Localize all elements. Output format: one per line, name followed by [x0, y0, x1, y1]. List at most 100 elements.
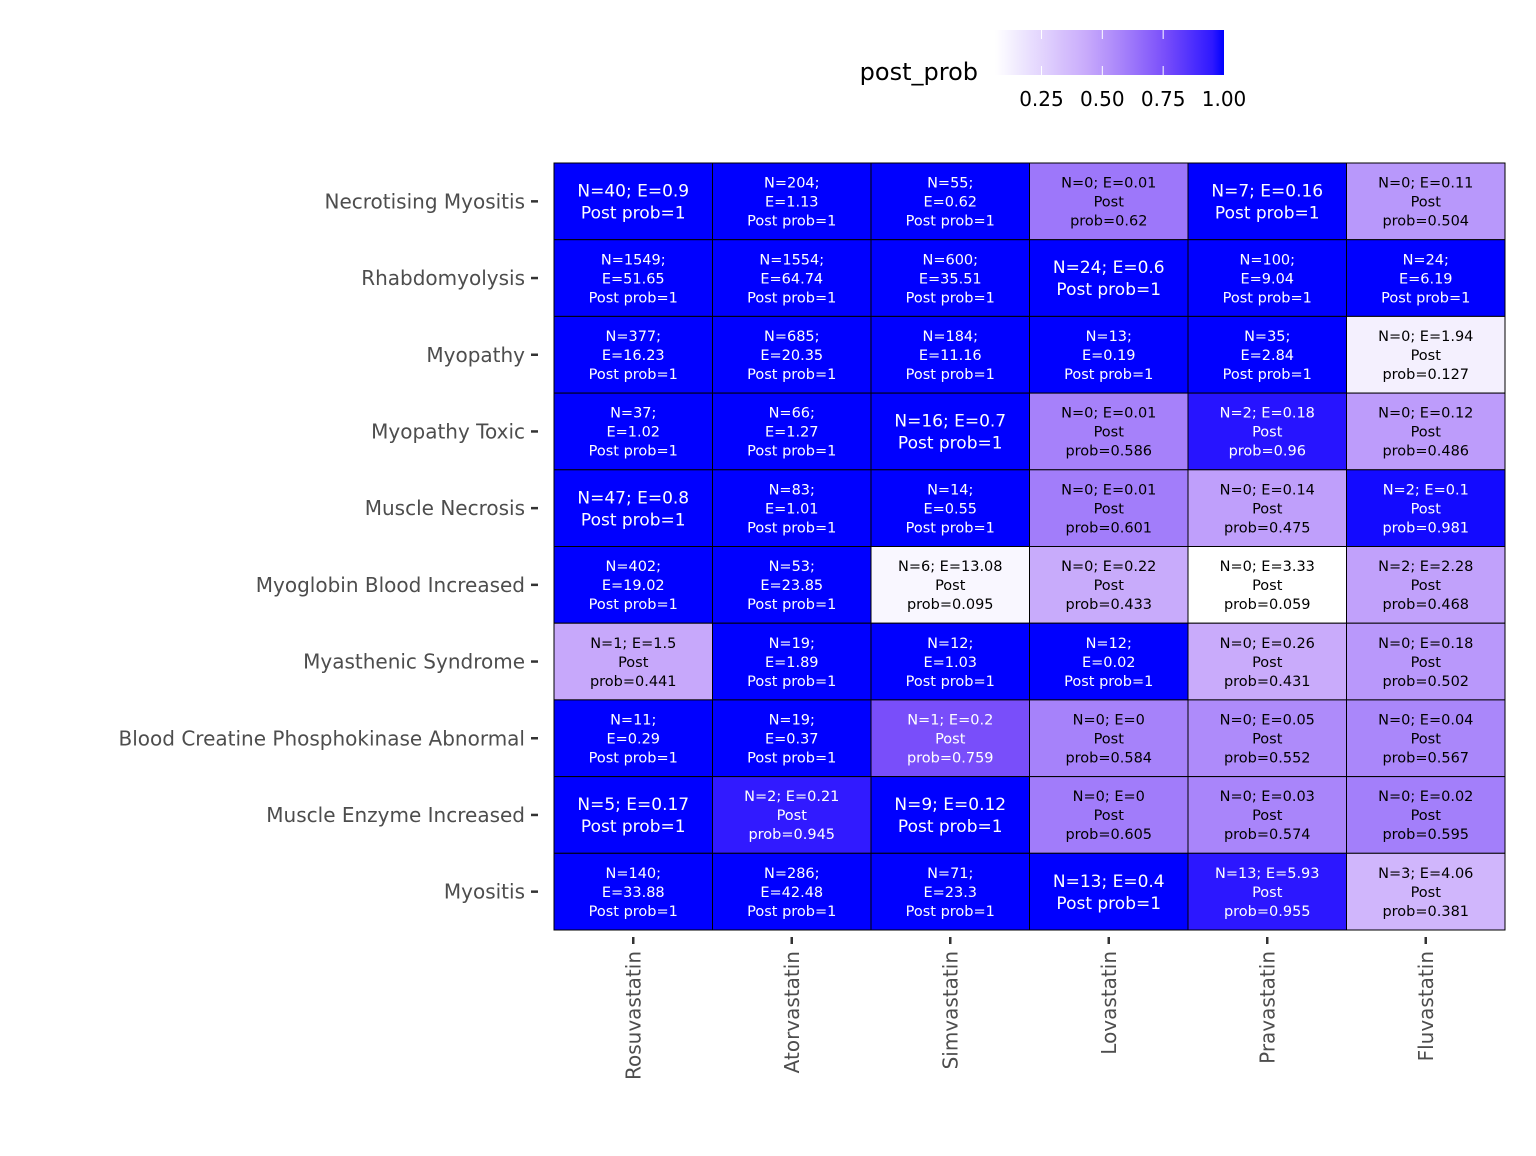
heatmap-cell-label: Post prob=1	[906, 674, 995, 690]
heatmap-cell-label: Post prob=1	[906, 904, 995, 920]
heatmap-cell-label: Post prob=1	[747, 367, 836, 383]
heatmap-cell-label: Post	[1252, 731, 1283, 747]
heatmap-cell: N=0; E=0.14 Post prob=0.475	[1187, 469, 1347, 547]
heatmap-cell-label: N=37;	[610, 406, 656, 422]
heatmap-cell: N=55; E=0.62 Post prob=1	[870, 162, 1030, 241]
heatmap-cell-rect	[1029, 546, 1189, 624]
heatmap-cell-rect	[1346, 469, 1506, 547]
y-tick-label: Myopathy	[426, 343, 525, 367]
heatmap-cell-label: prob=0.486	[1382, 444, 1469, 460]
heatmap-cell-label: E=64.74	[760, 271, 823, 287]
heatmap-cell-label: N=12;	[927, 636, 973, 652]
heatmap-cell-rect	[712, 392, 872, 471]
heatmap-cell-label: prob=0.475	[1224, 520, 1311, 536]
heatmap-cell-label: Post	[1252, 425, 1283, 441]
heatmap-cell-label: E=9.04	[1240, 271, 1294, 287]
heatmap-cell-label: N=2; E=2.28	[1378, 559, 1473, 575]
x-tick-label: Atorvastatin	[780, 951, 804, 1073]
heatmap-cell-label: E=23.85	[760, 578, 823, 594]
heatmap-cell-rect	[870, 546, 1030, 624]
heatmap-cell-label: N=402;	[605, 559, 661, 575]
legend-tick-label: 1.00	[1202, 87, 1247, 111]
heatmap-cell-label: E=1.02	[606, 425, 660, 441]
heatmap-cell: N=13; E=0.19 Post prob=1	[1029, 315, 1189, 394]
heatmap-cell-rect	[1346, 162, 1506, 241]
heatmap-cell-rect	[553, 546, 713, 624]
heatmap-cell-label: Post prob=1	[589, 444, 678, 460]
heatmap-cell-label: E=1.01	[765, 501, 819, 517]
heatmap-cell-label: Post	[1094, 425, 1125, 441]
heatmap-cell-label: E=2.84	[1240, 348, 1294, 364]
heatmap-cell: N=184; E=11.16 Post prob=1	[870, 315, 1030, 394]
heatmap-cell-label: prob=0.574	[1224, 827, 1311, 843]
heatmap-cell-label: N=0; E=0	[1073, 789, 1145, 805]
heatmap-cell-label: N=13; E=0.4	[1053, 872, 1165, 892]
y-tick-label: Muscle Enzyme Increased	[266, 803, 525, 827]
heatmap-cell: N=0; E=0 Post prob=0.605	[1029, 776, 1189, 854]
heatmap-cell-rect	[1029, 162, 1189, 241]
heatmap-cell-label: Post prob=1	[589, 367, 678, 383]
heatmap-cell-label: Post	[1411, 501, 1442, 517]
y-tick-label: Rhabdomyolysis	[361, 266, 525, 290]
heatmap-cell-label: Post prob=1	[898, 434, 1003, 454]
heatmap-cell: N=24; E=6.19 Post prob=1	[1346, 239, 1506, 317]
heatmap-cell-rect	[553, 852, 713, 931]
heatmap-cell-label: Post prob=1	[747, 520, 836, 536]
heatmap-cell-label: Post prob=1	[747, 674, 836, 690]
heatmap-cell-label: E=11.16	[919, 348, 982, 364]
heatmap-cell-label: Post prob=1	[589, 290, 678, 306]
heatmap-cell-rect	[712, 239, 872, 317]
heatmap-cell-label: E=16.23	[602, 348, 665, 364]
heatmap-cell-label: Post prob=1	[906, 214, 995, 230]
heatmap-cell: N=600; E=35.51 Post prob=1	[870, 239, 1030, 317]
heatmap-cell-rect	[870, 776, 1030, 854]
heatmap-cell-rect	[712, 469, 872, 547]
heatmap-cell-rect	[553, 315, 713, 394]
heatmap-cell-label: N=1; E=1.5	[590, 636, 676, 652]
heatmap-cell-rect	[1187, 699, 1347, 778]
heatmap-cell-rect	[1029, 622, 1189, 701]
heatmap-cell: N=1554; E=64.74 Post prob=1	[712, 239, 872, 317]
legend-colorbar	[995, 30, 1224, 75]
heatmap-cell-label: N=35;	[1244, 329, 1290, 345]
heatmap-cell-rect	[712, 546, 872, 624]
heatmap-cell: N=0; E=0.01 Post prob=0.601	[1029, 469, 1189, 547]
heatmap-cell-label: N=140;	[605, 866, 661, 882]
heatmap-cell-label: Post prob=1	[581, 203, 686, 223]
heatmap-cell-rect	[1029, 852, 1189, 931]
heatmap-cell-rect	[1187, 546, 1347, 624]
heatmap-cell-rect	[870, 469, 1030, 547]
heatmap-cell-label: N=11;	[610, 712, 656, 728]
heatmap-cell-rect	[870, 162, 1030, 241]
heatmap-cell-label: N=1554;	[759, 252, 824, 268]
y-tick-label: Myoglobin Blood Increased	[256, 573, 525, 597]
heatmap-cell-label: N=3; E=4.06	[1378, 866, 1473, 882]
heatmap-cell-rect	[553, 622, 713, 701]
heatmap-cell: N=3; E=4.06 Post prob=0.381	[1346, 852, 1506, 931]
heatmap-cell-label: Post prob=1	[1056, 894, 1161, 914]
heatmap-cell-label: E=1.13	[765, 195, 819, 211]
heatmap-cell-label: Post prob=1	[1381, 290, 1470, 306]
heatmap-cell-label: Post prob=1	[581, 510, 686, 530]
heatmap-cell-label: N=16; E=0.7	[894, 412, 1006, 432]
heatmap-cell-label: Post prob=1	[747, 904, 836, 920]
heatmap-cell: N=2; E=2.28 Post prob=0.468	[1346, 546, 1506, 624]
heatmap-cell-label: Post prob=1	[906, 290, 995, 306]
heatmap-cell-rect	[553, 699, 713, 778]
y-tick-label: Myasthenic Syndrome	[303, 650, 525, 674]
heatmap-cell: N=0; E=3.33 Post prob=0.059	[1187, 546, 1347, 624]
heatmap-cell: N=2; E=0.1 Post prob=0.981	[1346, 469, 1506, 547]
x-tick-label: Lovastatin	[1097, 951, 1121, 1055]
heatmap-cell: N=286; E=42.48 Post prob=1	[712, 852, 872, 931]
heatmap-cell-label: N=600;	[922, 252, 978, 268]
heatmap-cell-label: N=0; E=0.01	[1061, 176, 1156, 192]
heatmap-cell: N=140; E=33.88 Post prob=1	[553, 852, 713, 931]
heatmap-cell: N=14; E=0.55 Post prob=1	[870, 469, 1030, 547]
heatmap-cell-label: E=0.29	[606, 731, 660, 747]
heatmap-cell-rect	[1346, 776, 1506, 854]
heatmap-cell-label: Post prob=1	[747, 290, 836, 306]
heatmap-cell: N=37; E=1.02 Post prob=1	[553, 392, 713, 471]
heatmap-cell-label: E=42.48	[760, 885, 823, 901]
